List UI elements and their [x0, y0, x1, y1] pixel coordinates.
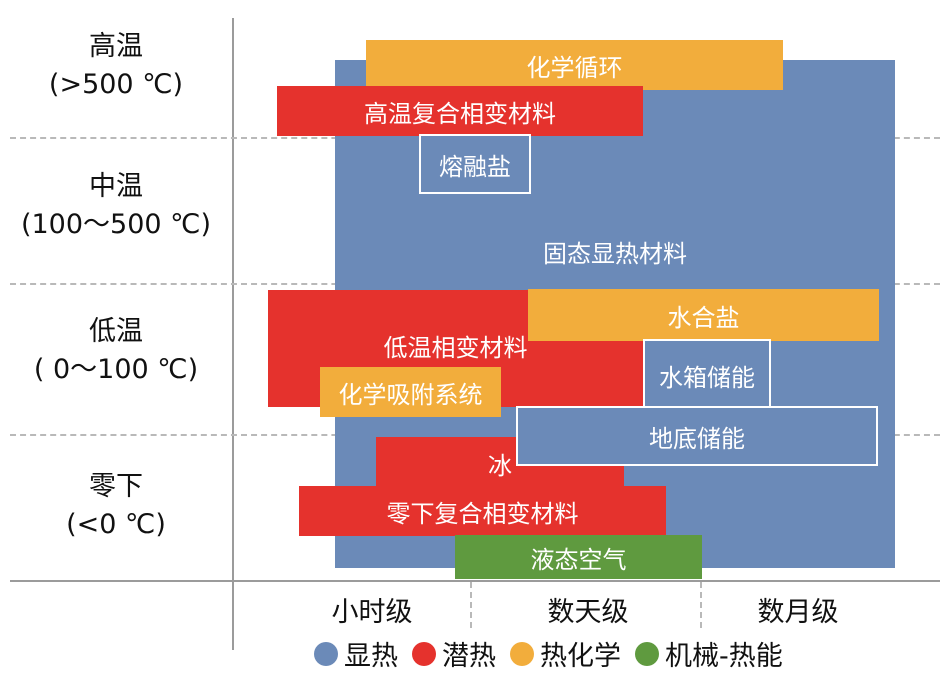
row-label-low-temp: 低温 ( 0～100 ℃) — [0, 313, 232, 389]
row-label-title: 中温 — [89, 171, 143, 202]
legend-dot — [314, 641, 338, 666]
ground-storage-label: 地底储能 — [649, 424, 745, 453]
x-axis-line — [10, 580, 940, 582]
row-label-range: (100～500 ℃) — [20, 209, 212, 240]
x-tick-months: 数月级 — [757, 597, 839, 628]
liquid-air-box: 液态空气 — [455, 535, 702, 579]
x-tick-days: 数天级 — [547, 597, 629, 628]
hydrated-salt-label: 水合盐 — [667, 303, 740, 332]
legend-label: 机械-热能 — [665, 641, 783, 672]
row-label-subzero: 零下 (<0 ℃) — [0, 468, 232, 544]
row-label-title: 零下 — [89, 471, 143, 502]
solid-sensible-label: 固态显热材料 — [543, 240, 687, 268]
chemical-adsorption-box: 化学吸附系统 — [320, 367, 501, 417]
row-label-range: ( 0～100 ℃) — [33, 354, 199, 385]
legend-item-thermochemical: 热化学 — [510, 634, 621, 673]
row-label-range: (>500 ℃) — [48, 69, 184, 100]
chemical-cycle-label: 化学循环 — [526, 53, 623, 82]
row-label-title: 低温 — [89, 316, 143, 347]
legend: 显热 潜热 热化学 机械-热能 — [314, 634, 797, 673]
molten-salt-box: 熔融盐 — [419, 134, 531, 194]
row-label-range: (<0 ℃) — [66, 509, 166, 540]
hydrated-salt-box: 水合盐 — [528, 289, 879, 341]
high-temp-composite-pcm-box: 高温复合相变材料 — [277, 86, 643, 136]
legend-item-latent: 潜热 — [412, 634, 496, 673]
x-tick-hours: 小时级 — [331, 597, 413, 628]
legend-label: 显热 — [344, 641, 398, 672]
ice-label: 冰 — [488, 452, 512, 480]
legend-dot — [635, 641, 659, 666]
legend-item-sensible: 显热 — [314, 634, 398, 673]
water-tank-box: 水箱储能 — [643, 339, 771, 411]
y-axis-line — [232, 18, 234, 650]
chemical-adsorption-label: 化学吸附系统 — [338, 380, 483, 409]
subzero-composite-pcm-label: 零下复合相变材料 — [386, 499, 579, 528]
legend-item-mechanical-thermal: 机械-热能 — [635, 634, 783, 673]
row-label-mid-temp: 中温 (100～500 ℃) — [0, 168, 232, 244]
legend-label: 潜热 — [442, 641, 496, 672]
water-tank-label: 水箱储能 — [659, 363, 755, 392]
legend-dot — [510, 641, 534, 666]
legend-label: 热化学 — [540, 641, 621, 672]
column-divider — [700, 582, 702, 628]
molten-salt-label: 熔融盐 — [439, 152, 511, 181]
column-divider — [470, 582, 472, 628]
high-temp-composite-pcm-label: 高温复合相变材料 — [364, 99, 556, 128]
chemical-cycle-box: 化学循环 — [366, 40, 783, 90]
row-label-high-temp: 高温 (>500 ℃) — [0, 28, 232, 104]
low-temp-pcm-label: 低温相变材料 — [383, 334, 528, 362]
subzero-composite-pcm-box: 零下复合相变材料 — [299, 486, 666, 536]
liquid-air-label: 液态空气 — [530, 545, 627, 574]
row-label-title: 高温 — [89, 31, 143, 62]
ground-storage-box: 地底储能 — [516, 406, 878, 466]
legend-dot — [412, 641, 436, 666]
